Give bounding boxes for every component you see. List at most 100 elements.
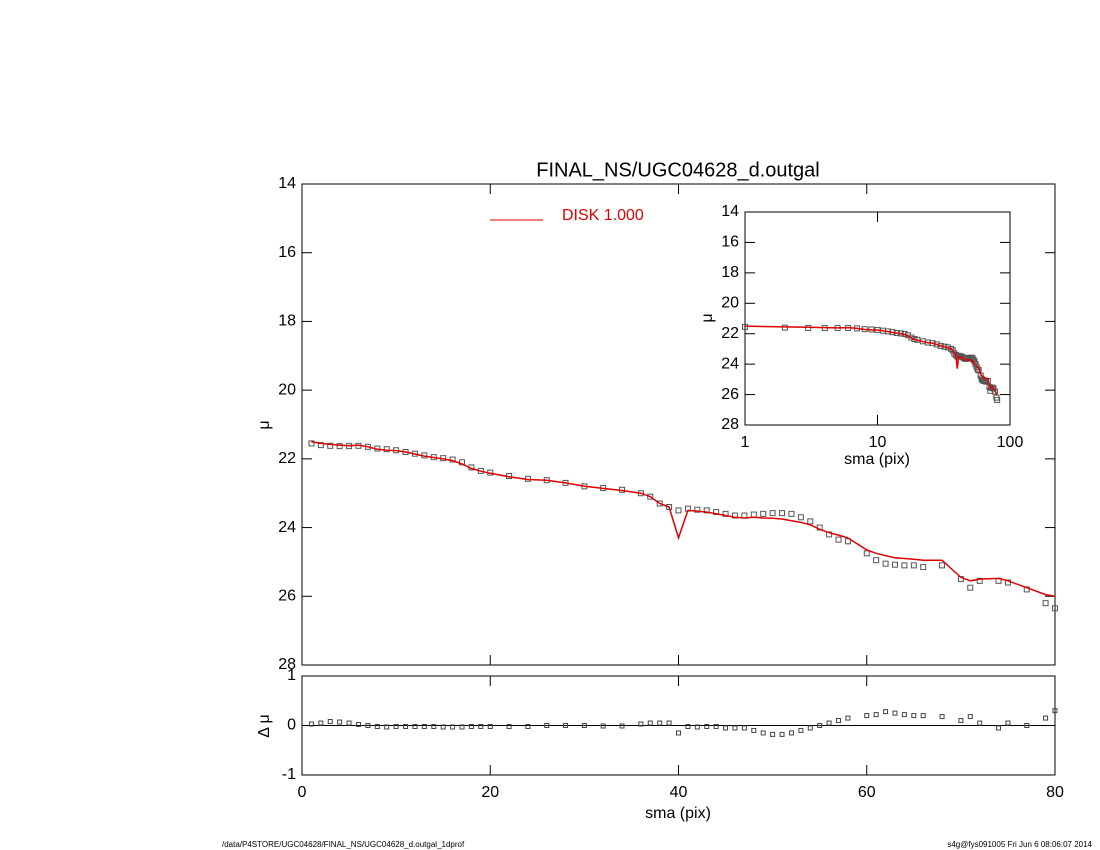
residual-point bbox=[788, 730, 794, 736]
y-tick-label: 16 bbox=[278, 244, 296, 261]
residual-point bbox=[798, 727, 804, 733]
residual-point bbox=[468, 723, 474, 729]
data-point bbox=[882, 560, 889, 567]
residual-point bbox=[817, 723, 823, 728]
data-point bbox=[994, 396, 1001, 403]
chart-title: FINAL_NS/UGC04628_d.outgal bbox=[536, 159, 820, 181]
y-tick-label: 24 bbox=[721, 355, 739, 372]
residual-point bbox=[374, 723, 380, 729]
data-point bbox=[656, 500, 663, 507]
data-point bbox=[675, 507, 682, 514]
residual-point bbox=[694, 724, 700, 730]
data-point bbox=[873, 557, 880, 564]
residual-point bbox=[704, 723, 710, 729]
residual-point bbox=[864, 713, 870, 719]
residual-point bbox=[619, 723, 625, 729]
data-point bbox=[976, 577, 983, 584]
data-point bbox=[383, 446, 390, 453]
data-point bbox=[327, 442, 334, 449]
residual-point bbox=[1043, 715, 1049, 721]
x-tick-label: 1 bbox=[741, 434, 750, 451]
residual-point bbox=[892, 710, 898, 716]
x-tick-label: 80 bbox=[1046, 784, 1064, 801]
residual-point bbox=[676, 730, 681, 736]
y-tick-label: 18 bbox=[721, 264, 739, 281]
residual-point bbox=[327, 719, 333, 725]
residual-point bbox=[440, 724, 446, 730]
residual-point bbox=[845, 715, 851, 721]
residual-point bbox=[883, 709, 889, 715]
residual-point bbox=[421, 723, 427, 729]
data-point bbox=[703, 507, 710, 514]
residual-point bbox=[911, 713, 917, 719]
residual-point bbox=[544, 723, 550, 728]
x-tick-label: 20 bbox=[481, 784, 499, 801]
data-point bbox=[990, 385, 997, 392]
residual-point bbox=[525, 723, 531, 729]
residual-point bbox=[666, 720, 672, 726]
data-point bbox=[807, 518, 814, 525]
x-axis-label: sma (pix) bbox=[645, 805, 711, 822]
legend-label: DISK 1.000 bbox=[562, 207, 644, 224]
y-tick-label: 28 bbox=[721, 416, 739, 433]
residual-point bbox=[647, 720, 653, 726]
residual-point bbox=[977, 720, 983, 726]
residual-point bbox=[506, 723, 512, 729]
data-point bbox=[788, 510, 795, 517]
data-point bbox=[844, 538, 851, 545]
data-point bbox=[336, 443, 343, 450]
y-tick-label: 22 bbox=[278, 450, 296, 467]
x-tick-label: 0 bbox=[298, 784, 307, 801]
residual-point bbox=[873, 712, 879, 718]
data-point bbox=[308, 440, 315, 447]
residual-point bbox=[996, 725, 1002, 731]
footer-left: /data/P4STORE/UGC04628/FINAL_NS/UGC04628… bbox=[222, 840, 465, 849]
data-point bbox=[908, 334, 915, 341]
data-point bbox=[750, 511, 757, 518]
data-point bbox=[991, 388, 998, 395]
y-tick-label: 14 bbox=[278, 175, 296, 192]
residual-point bbox=[732, 725, 738, 731]
residual-point bbox=[355, 722, 361, 728]
y-tick-label: 1 bbox=[287, 667, 296, 684]
residual-point bbox=[657, 720, 663, 726]
residual-point bbox=[770, 731, 776, 737]
residual-point bbox=[826, 720, 832, 726]
data-point bbox=[694, 506, 701, 513]
y-tick-label: 16 bbox=[721, 234, 739, 251]
data-point bbox=[901, 562, 908, 569]
data-point bbox=[317, 442, 324, 449]
residual-point bbox=[713, 723, 719, 729]
x-tick-label: 40 bbox=[670, 784, 688, 801]
residual-point bbox=[412, 723, 418, 729]
y-tick-label: 18 bbox=[278, 313, 296, 330]
residual-point bbox=[958, 718, 964, 724]
residual-point bbox=[751, 727, 757, 733]
y-tick-label: 28 bbox=[278, 656, 296, 673]
x-tick-label: 100 bbox=[997, 434, 1024, 451]
data-point bbox=[1042, 600, 1049, 607]
y-axis-label: μ bbox=[699, 313, 716, 322]
residual-point bbox=[450, 724, 456, 730]
x-tick-label: 10 bbox=[869, 434, 887, 451]
data-point bbox=[722, 510, 729, 517]
x-axis-label: sma (pix) bbox=[844, 451, 910, 468]
residual-point bbox=[741, 725, 747, 731]
residual-point bbox=[638, 721, 644, 727]
residual-point bbox=[318, 720, 324, 726]
data-point bbox=[967, 584, 974, 591]
residual-point bbox=[901, 712, 907, 718]
data-point bbox=[835, 536, 842, 543]
residual-point bbox=[1005, 720, 1011, 726]
x-tick-label: 60 bbox=[858, 784, 876, 801]
residual-point bbox=[581, 723, 587, 728]
data-point bbox=[647, 493, 654, 500]
y-tick-label: 14 bbox=[721, 203, 739, 220]
residual-point bbox=[337, 719, 343, 725]
model-line bbox=[311, 440, 1056, 598]
residual-point bbox=[308, 721, 314, 727]
residual-point bbox=[600, 723, 606, 729]
residual-point bbox=[1052, 708, 1058, 714]
residual-point bbox=[563, 723, 569, 728]
data-point bbox=[713, 509, 720, 516]
